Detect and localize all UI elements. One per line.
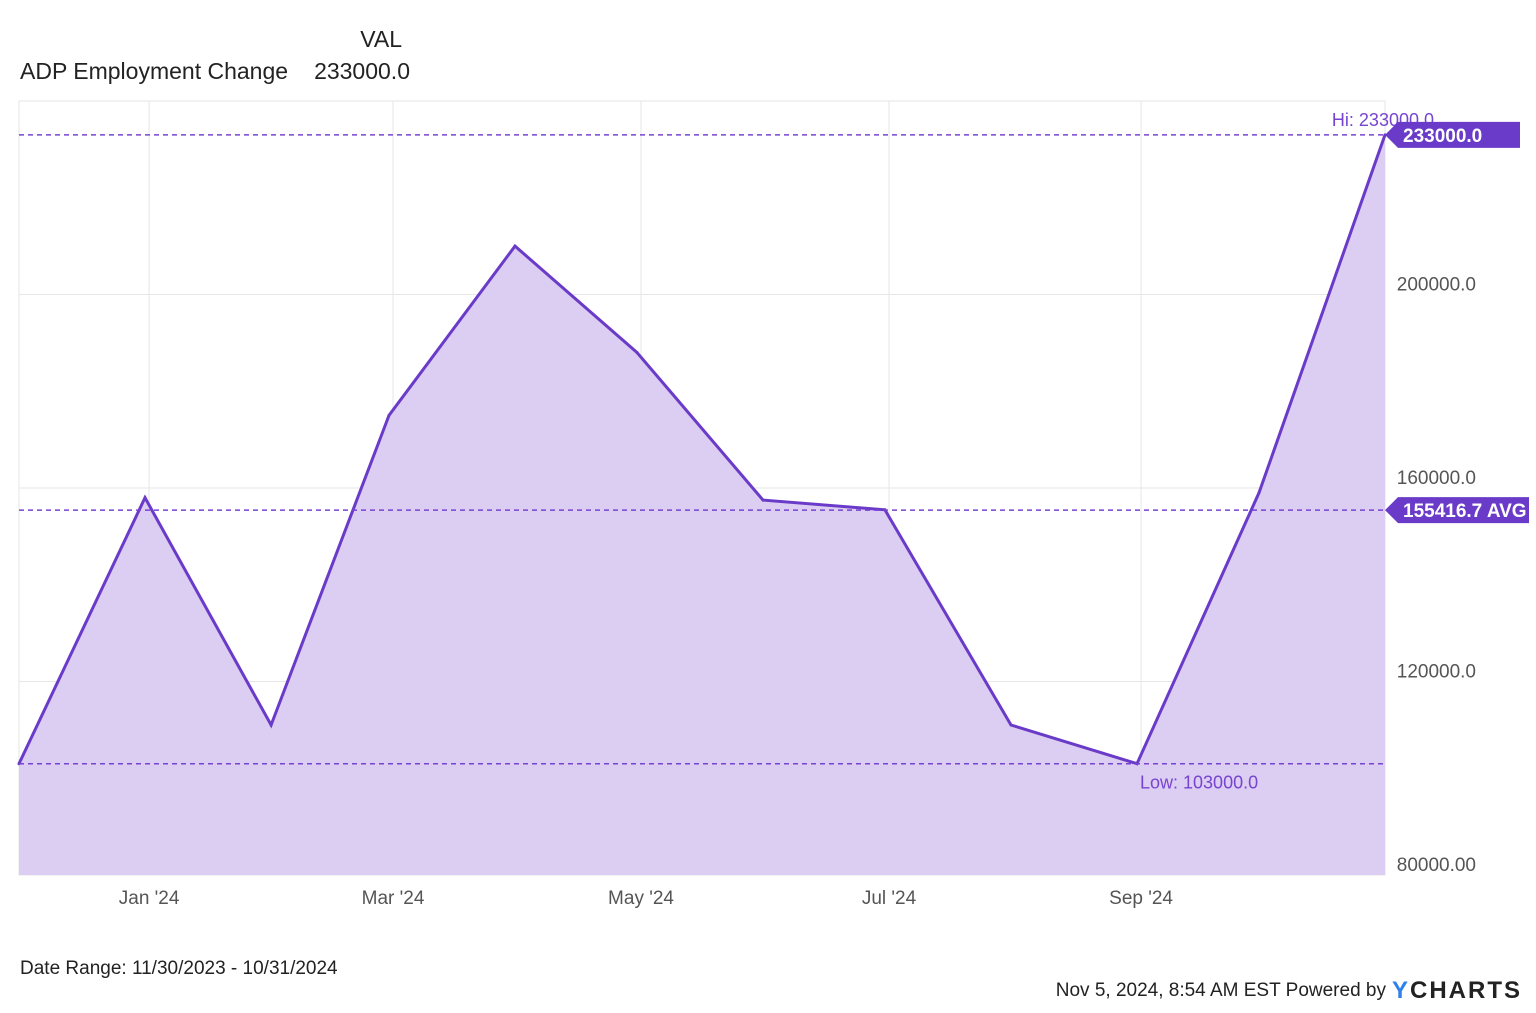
y-tick-label: 160000.0 xyxy=(1397,468,1476,489)
legend-series-value: 233000.0 xyxy=(314,58,410,84)
legend-series-row: ADP Employment Change 233000.0 xyxy=(20,58,410,85)
y-tick-label: 80000.00 xyxy=(1397,855,1476,876)
x-tick-label: Jul '24 xyxy=(862,888,917,909)
x-tick-label: Mar '24 xyxy=(362,888,425,909)
x-tick-label: May '24 xyxy=(608,888,674,909)
value-tag: 155416.7 AVG xyxy=(1385,497,1529,524)
axes: Jan '24 Mar '24 May '24 Jul '24 Sep '24 80000… xyxy=(119,275,1476,910)
value-tag-text: 155416.7 AVG xyxy=(1403,501,1527,522)
area-fill xyxy=(19,134,1385,875)
legend-series-name: ADP Employment Change xyxy=(20,58,289,84)
footer: Nov 5, 2024, 8:54 AM EST Powered by YCHA… xyxy=(1056,977,1522,1005)
ycharts-logo-text: CHARTS xyxy=(1410,977,1522,1004)
x-tick-label: Sep '24 xyxy=(1109,888,1173,909)
ycharts-logo-y: Y xyxy=(1391,977,1410,1004)
reference-label: Low: 103000.0 xyxy=(1140,773,1258,793)
value-tag-text: 233000.0 xyxy=(1403,126,1482,147)
ycharts-logo[interactable]: YCHARTS xyxy=(1392,977,1522,1005)
date-range: Date Range: 11/30/2023 - 10/31/2024 xyxy=(20,958,338,979)
data-point xyxy=(1257,491,1261,495)
data-point xyxy=(635,351,639,354)
value-tag-bg xyxy=(1385,497,1529,524)
data-point xyxy=(269,723,273,727)
timestamp: Nov 5, 2024, 8:54 AM EST Powered by xyxy=(1055,980,1386,1001)
value-tag: 233000.0 xyxy=(1385,121,1520,148)
data-point xyxy=(513,244,517,248)
value-tag-bg xyxy=(1385,121,1520,148)
data-point xyxy=(1009,723,1013,727)
series-line xyxy=(17,134,1387,766)
y-tick-label: 120000.0 xyxy=(1397,662,1476,683)
legend-column-header: VAL xyxy=(360,26,402,52)
data-point xyxy=(143,496,147,500)
data-point xyxy=(761,498,765,502)
data-point xyxy=(387,413,391,417)
area-series xyxy=(17,133,1387,875)
x-tick-label: Jan '24 xyxy=(119,888,180,909)
y-tick-label: 200000.0 xyxy=(1397,275,1476,296)
